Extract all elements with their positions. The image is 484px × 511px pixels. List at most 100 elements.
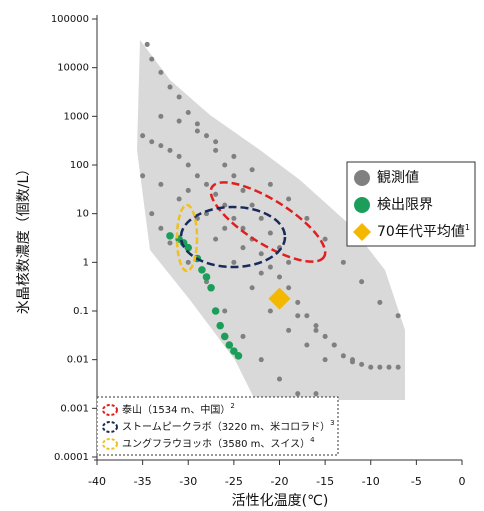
annotation-label: ユングフラウヨッホ（3580 m、スイス）4 [122,436,315,450]
diamond-marker [268,287,291,310]
point [359,279,365,285]
point [222,162,228,168]
point [286,327,292,333]
annotation-icon [102,404,118,416]
y-tick-label: 1 [83,257,89,268]
point [149,56,155,62]
y-tick-label: 1000 [64,111,89,122]
annotation-label: 泰山（1534 m、中国）2 [122,402,235,416]
point [194,128,200,134]
point [286,196,292,202]
point [230,347,238,355]
annotation-icon [102,421,118,433]
y-tick-label: 100 [70,160,89,171]
point [249,202,255,208]
point [386,364,392,370]
point [176,153,182,159]
point [166,232,174,240]
point [276,274,283,280]
point [313,391,319,397]
point [176,118,182,124]
x-tick-label: -15 [316,475,334,488]
y-tick-label: 10 [76,209,89,220]
point [203,211,210,217]
y-tick-label: 0.0001 [54,452,89,463]
annotation-note: 2 [230,402,234,410]
annotation-text: ストームピークラボ（3220 m、米コロラド） [122,420,330,433]
point [267,181,273,187]
point [267,308,273,314]
legend-note: 1 [465,223,470,232]
point [231,173,237,179]
point [185,162,191,168]
point [276,376,283,382]
point [222,308,228,314]
x-tick-label: -40 [88,475,106,488]
point [158,225,164,231]
legend-marker [354,197,370,213]
point [313,327,319,333]
annotation-label: ストームピークラボ（3220 m、米コロラド）3 [122,419,335,433]
point [194,121,200,127]
point [167,84,173,90]
point [231,153,237,159]
point [213,139,219,145]
point [231,215,237,221]
point [158,143,164,149]
legend-marker [353,223,371,241]
point [149,139,155,145]
x-tick-label: -20 [271,475,289,488]
point [158,69,164,75]
annotation-ellipse [209,181,327,263]
x-tick-label: -10 [362,475,380,488]
legend-label: 70年代平均値1 [377,223,470,241]
annotation-note: 3 [330,419,334,427]
point [240,187,246,193]
annotation-text: ユングフラウヨッホ（3580 m、スイス） [122,437,310,450]
point [202,273,211,281]
point [216,321,224,330]
x-axis-label: 活性化温度(℃) [232,493,329,509]
point [231,259,237,265]
point [213,236,219,242]
point [368,364,374,370]
point [207,284,215,292]
point [203,181,210,187]
point [158,181,164,187]
x-tick-label: -30 [179,475,197,488]
legend-label: 観測値 [377,169,419,186]
point [295,313,301,319]
annotation-ellipse [179,205,287,269]
plot [140,41,401,397]
legend-marker [354,170,370,186]
annotation-ellipse [175,203,199,273]
annotation-text: 泰山（1534 m、中国） [122,403,230,416]
point [140,173,146,179]
annotation-icon [102,438,118,450]
point [240,333,246,339]
legend-text: 検出限界 [377,197,433,213]
point [286,285,292,291]
point [359,361,365,367]
point [395,313,401,319]
annotation-legend [96,396,339,456]
x-tick-label: -25 [225,475,243,488]
x-tick-label: -5 [411,475,422,488]
point [331,342,337,348]
point [286,259,292,265]
point [295,299,301,305]
point [249,285,255,291]
point [144,41,150,47]
x-tick-label: 0 [459,475,466,488]
y-tick-label: 0.1 [73,306,89,317]
point [185,259,191,265]
point [222,225,228,231]
point [304,313,310,319]
point [225,341,234,349]
point [140,133,146,139]
point [313,323,319,329]
point [234,352,243,360]
point [185,187,191,193]
point [349,357,356,363]
point [176,196,182,202]
